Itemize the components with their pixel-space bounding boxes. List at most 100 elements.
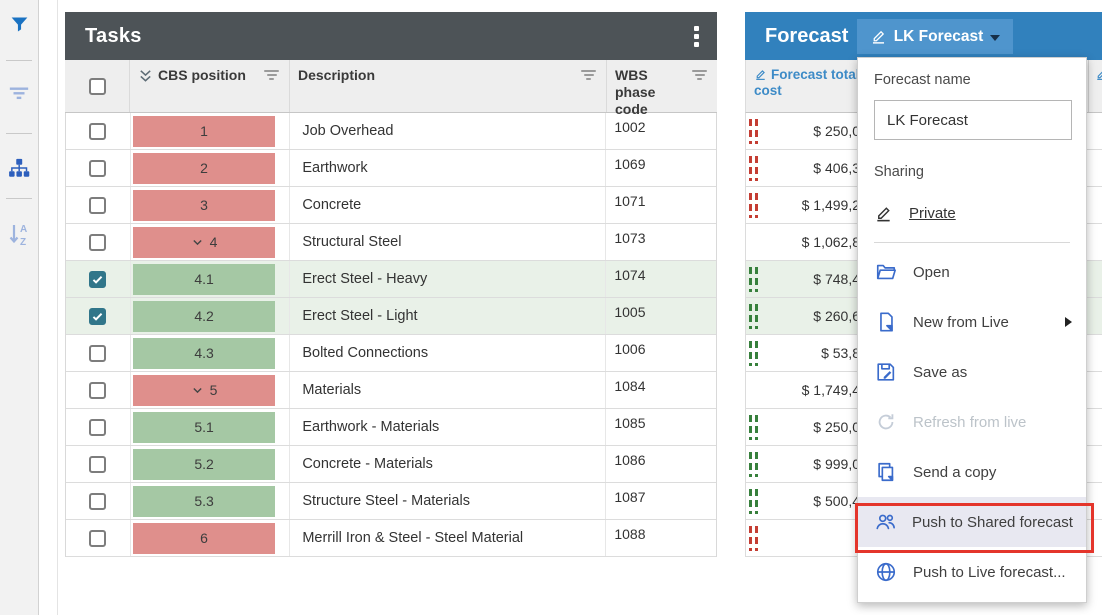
row-checkbox[interactable] xyxy=(89,270,107,288)
cbs-position-cell[interactable]: 5.1 xyxy=(132,411,276,443)
column-label: Forecast total cost xyxy=(754,67,860,98)
collapse-all-icon[interactable] xyxy=(138,68,153,88)
forecast-total-cost-value: $ 748,4 xyxy=(813,271,860,287)
panel-splitter xyxy=(57,0,58,615)
column-filter-icon[interactable] xyxy=(264,70,279,82)
submenu-arrow-icon xyxy=(1065,317,1072,327)
menu-item-list: Open New from Live Save as Refresh from liv… xyxy=(858,247,1086,597)
column-header-description[interactable]: Description xyxy=(290,60,607,112)
forecast-menu-dropdown: Forecast name Sharing Private Open New fr… xyxy=(857,57,1087,603)
cbs-position-value: 5 xyxy=(209,382,218,398)
column-filter-icon[interactable] xyxy=(581,70,596,82)
cbs-position-cell[interactable]: 5.3 xyxy=(132,485,276,517)
chevron-down-icon[interactable] xyxy=(191,384,204,397)
menu-item-new-from-live[interactable]: New from Live xyxy=(858,297,1086,347)
menu-item-label: New from Live xyxy=(913,313,1009,331)
cbs-position-cell[interactable]: 2 xyxy=(132,152,276,184)
wbs-phase-code-cell: 1088 xyxy=(614,526,646,542)
column-header-partial[interactable]: to xyxy=(1088,60,1102,112)
description-cell: Erect Steel - Heavy xyxy=(290,261,607,297)
forecast-name-button-label: LK Forecast xyxy=(893,27,984,45)
chevron-down-icon[interactable] xyxy=(191,236,204,249)
cbs-position-value: 1 xyxy=(200,123,208,139)
forecast-total-cost-value: $ 250,0 xyxy=(813,419,860,435)
row-checkbox[interactable] xyxy=(89,196,107,214)
cbs-position-cell[interactable]: 4.1 xyxy=(132,263,276,295)
cbs-position-value: 4.2 xyxy=(194,308,214,324)
column-header-forecast-total-cost[interactable]: Forecast total cost xyxy=(746,60,866,99)
cbs-position-value: 2 xyxy=(200,160,208,176)
cbs-position-cell[interactable]: 3 xyxy=(132,189,276,221)
forecast-total-cost-value: $ 53,8 xyxy=(821,345,860,361)
column-label: CBS position xyxy=(158,67,246,83)
row-checkbox[interactable] xyxy=(89,381,107,399)
cbs-position-cell[interactable]: 5 xyxy=(132,374,276,406)
cbs-position-cell[interactable]: 6 xyxy=(132,522,276,554)
cbs-position-cell[interactable]: 5.2 xyxy=(132,448,276,480)
task-row: 6 Merrill Iron & Steel - Steel Material 10… xyxy=(66,520,716,557)
edit-pencil-icon xyxy=(874,204,893,223)
sharing-private-link[interactable]: Private xyxy=(874,200,1070,226)
description-cell: Job Overhead xyxy=(290,113,607,149)
wbs-phase-code-cell: 1005 xyxy=(614,304,646,320)
column-header-cbs-position[interactable]: CBS position xyxy=(130,60,290,112)
cbs-position-cell[interactable]: 4.3 xyxy=(132,337,276,369)
column-filter-icon[interactable] xyxy=(692,70,707,82)
menu-item-label: Refresh from live xyxy=(913,413,1027,431)
cbs-position-cell[interactable]: 1 xyxy=(132,115,276,147)
kebab-menu-icon[interactable] xyxy=(690,22,703,51)
wbs-phase-code-cell: 1074 xyxy=(614,267,646,283)
cbs-position-value: 5.2 xyxy=(194,456,214,472)
row-checkbox[interactable] xyxy=(89,307,107,325)
globe-icon xyxy=(874,561,898,583)
toolbar-divider xyxy=(6,60,32,61)
menu-item-push-to-live-forecast[interactable]: Push to Live forecast... xyxy=(858,547,1086,597)
cbs-position-value: 6 xyxy=(200,530,208,546)
row-checkbox[interactable] xyxy=(89,122,107,140)
row-checkbox[interactable] xyxy=(89,344,107,362)
menu-item-label: Push to Shared forecast xyxy=(912,513,1073,531)
cbs-position-cell[interactable]: 4 xyxy=(132,226,276,258)
task-row: 5.3 Structure Steel - Materials 1087 xyxy=(66,483,716,520)
forecast-total-cost-value: $ 500,4 xyxy=(813,493,860,509)
row-checkbox[interactable] xyxy=(89,418,107,436)
row-checkbox[interactable] xyxy=(89,233,107,251)
row-checkbox[interactable] xyxy=(89,455,107,473)
menu-item-push-to-shared-forecast[interactable]: Push to Shared forecast xyxy=(858,497,1086,547)
toolbar-divider xyxy=(6,133,32,134)
row-checkbox[interactable] xyxy=(89,159,107,177)
task-row: 5.1 Earthwork - Materials 1085 xyxy=(66,409,716,446)
task-row: 3 Concrete 1071 xyxy=(66,187,716,224)
tasks-header: Tasks xyxy=(65,12,717,60)
menu-item-send-a-copy[interactable]: Send a copy xyxy=(858,447,1086,497)
menu-item-open[interactable]: Open xyxy=(858,247,1086,297)
tasks-row-container: 1 Job Overhead 1002 2 Earthwork 1069 3 Concrete… xyxy=(65,113,717,557)
change-indicator-icon xyxy=(749,452,758,477)
row-checkbox[interactable] xyxy=(89,529,107,547)
filter-lines-icon[interactable] xyxy=(6,81,32,105)
change-indicator-icon xyxy=(749,489,758,514)
forecast-title: Forecast xyxy=(765,24,849,47)
change-indicator-icon xyxy=(749,119,758,144)
forecast-name-input[interactable] xyxy=(874,100,1072,140)
filter-funnel-icon[interactable] xyxy=(6,12,32,36)
task-row: 1 Job Overhead 1002 xyxy=(66,113,716,150)
menu-item-refresh-from-live: Refresh from live xyxy=(858,397,1086,447)
forecast-name-dropdown-button[interactable]: LK Forecast xyxy=(857,19,1013,54)
description-cell: Materials xyxy=(290,372,607,408)
description-cell: Structural Steel xyxy=(290,224,607,260)
cbs-position-cell[interactable]: 4.2 xyxy=(132,300,276,332)
forecast-total-cost-value: $ 406,3 xyxy=(813,160,860,176)
description-cell: Erect Steel - Light xyxy=(290,298,607,334)
forecast-total-cost-value: $ 260,6 xyxy=(813,308,860,324)
select-all-checkbox[interactable] xyxy=(88,77,106,95)
cbs-position-value: 5.1 xyxy=(194,419,214,435)
hierarchy-icon[interactable] xyxy=(6,156,32,180)
description-cell: Bolted Connections xyxy=(290,335,607,371)
wbs-phase-code-cell: 1085 xyxy=(614,415,646,431)
row-checkbox[interactable] xyxy=(89,492,107,510)
column-header-wbs-phase-code[interactable]: WBS phase code xyxy=(607,60,717,117)
menu-item-save-as[interactable]: Save as xyxy=(858,347,1086,397)
